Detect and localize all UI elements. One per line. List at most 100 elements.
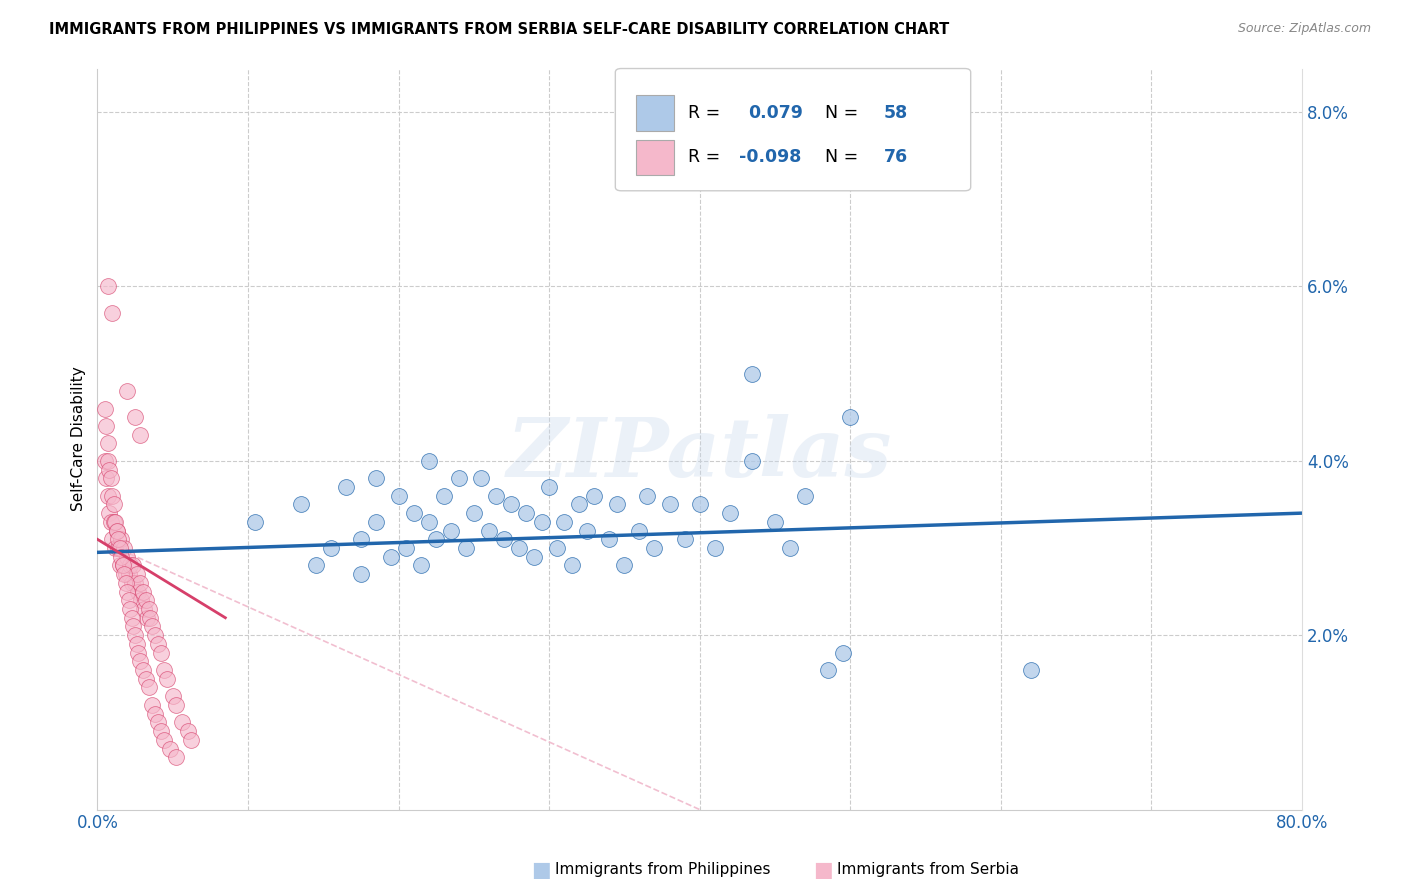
Point (124, 410, 146, 425)
Point (118, 593, 141, 607)
Point (121, 611, 143, 625)
Point (831, 646, 853, 660)
Point (97, 279, 120, 293)
Point (530, 515, 553, 529)
Point (94, 401, 117, 416)
Point (156, 672, 179, 686)
Point (402, 506, 425, 520)
FancyBboxPatch shape (636, 95, 675, 131)
Point (111, 558, 134, 573)
Point (143, 628, 166, 642)
Point (108, 558, 131, 573)
Point (124, 575, 146, 590)
Point (121, 575, 143, 590)
Text: -0.098: -0.098 (740, 148, 801, 167)
Point (689, 497, 711, 511)
Point (606, 497, 628, 511)
Point (1019, 663, 1042, 677)
Point (124, 628, 146, 642)
Point (538, 480, 561, 494)
Point (96, 419, 118, 434)
Point (139, 611, 162, 625)
FancyBboxPatch shape (616, 69, 970, 191)
Point (131, 584, 153, 599)
FancyBboxPatch shape (636, 140, 675, 175)
Point (114, 541, 136, 555)
Point (125, 567, 148, 582)
Point (165, 750, 187, 764)
Point (98, 462, 121, 476)
Point (122, 619, 145, 633)
Point (141, 698, 163, 712)
Text: 76: 76 (884, 148, 908, 167)
Y-axis label: Self-Care Disability: Self-Care Disability (72, 367, 86, 511)
Point (159, 741, 181, 756)
Point (703, 541, 725, 555)
Text: ■: ■ (531, 860, 551, 880)
Point (105, 524, 128, 538)
Point (165, 698, 187, 712)
Point (561, 558, 583, 573)
Point (152, 732, 174, 747)
Point (485, 489, 508, 503)
Point (114, 567, 136, 582)
Point (350, 533, 373, 547)
Point (117, 384, 139, 398)
Point (305, 558, 328, 573)
Point (101, 533, 124, 547)
Point (456, 541, 478, 555)
Point (105, 524, 128, 538)
Point (143, 706, 166, 721)
Point (135, 593, 157, 607)
Point (583, 489, 606, 503)
Point (100, 515, 122, 529)
Point (718, 506, 741, 520)
Point (523, 549, 546, 564)
Point (598, 533, 620, 547)
Point (128, 654, 150, 668)
Point (120, 558, 142, 573)
Point (131, 663, 153, 677)
Point (658, 497, 681, 511)
Point (568, 497, 591, 511)
Point (146, 637, 169, 651)
Text: N =: N = (814, 148, 863, 167)
Point (108, 541, 131, 555)
Point (104, 515, 127, 529)
Text: 0.079: 0.079 (748, 104, 803, 122)
Point (111, 558, 134, 573)
Point (103, 497, 125, 511)
Point (162, 690, 184, 704)
Point (127, 646, 149, 660)
Point (636, 489, 658, 503)
Point (115, 575, 138, 590)
Point (794, 489, 817, 503)
Point (141, 619, 163, 633)
Point (763, 515, 786, 529)
Point (387, 489, 409, 503)
Point (395, 541, 418, 555)
Text: ZIPatlas: ZIPatlas (508, 414, 893, 494)
Point (138, 681, 160, 695)
Point (110, 533, 132, 547)
Point (839, 410, 862, 425)
Text: ■: ■ (813, 860, 832, 880)
Point (380, 549, 402, 564)
Point (132, 602, 155, 616)
Text: Immigrants from Serbia: Immigrants from Serbia (837, 863, 1018, 877)
Point (643, 541, 665, 555)
Point (117, 549, 139, 564)
Point (364, 471, 387, 485)
Point (673, 533, 696, 547)
Point (575, 524, 598, 538)
Point (122, 558, 145, 573)
Point (97, 454, 120, 468)
Point (463, 506, 485, 520)
Point (613, 558, 636, 573)
Point (817, 663, 839, 677)
Point (418, 454, 440, 468)
Point (409, 558, 432, 573)
Point (364, 515, 387, 529)
Point (138, 602, 160, 616)
Point (129, 593, 152, 607)
